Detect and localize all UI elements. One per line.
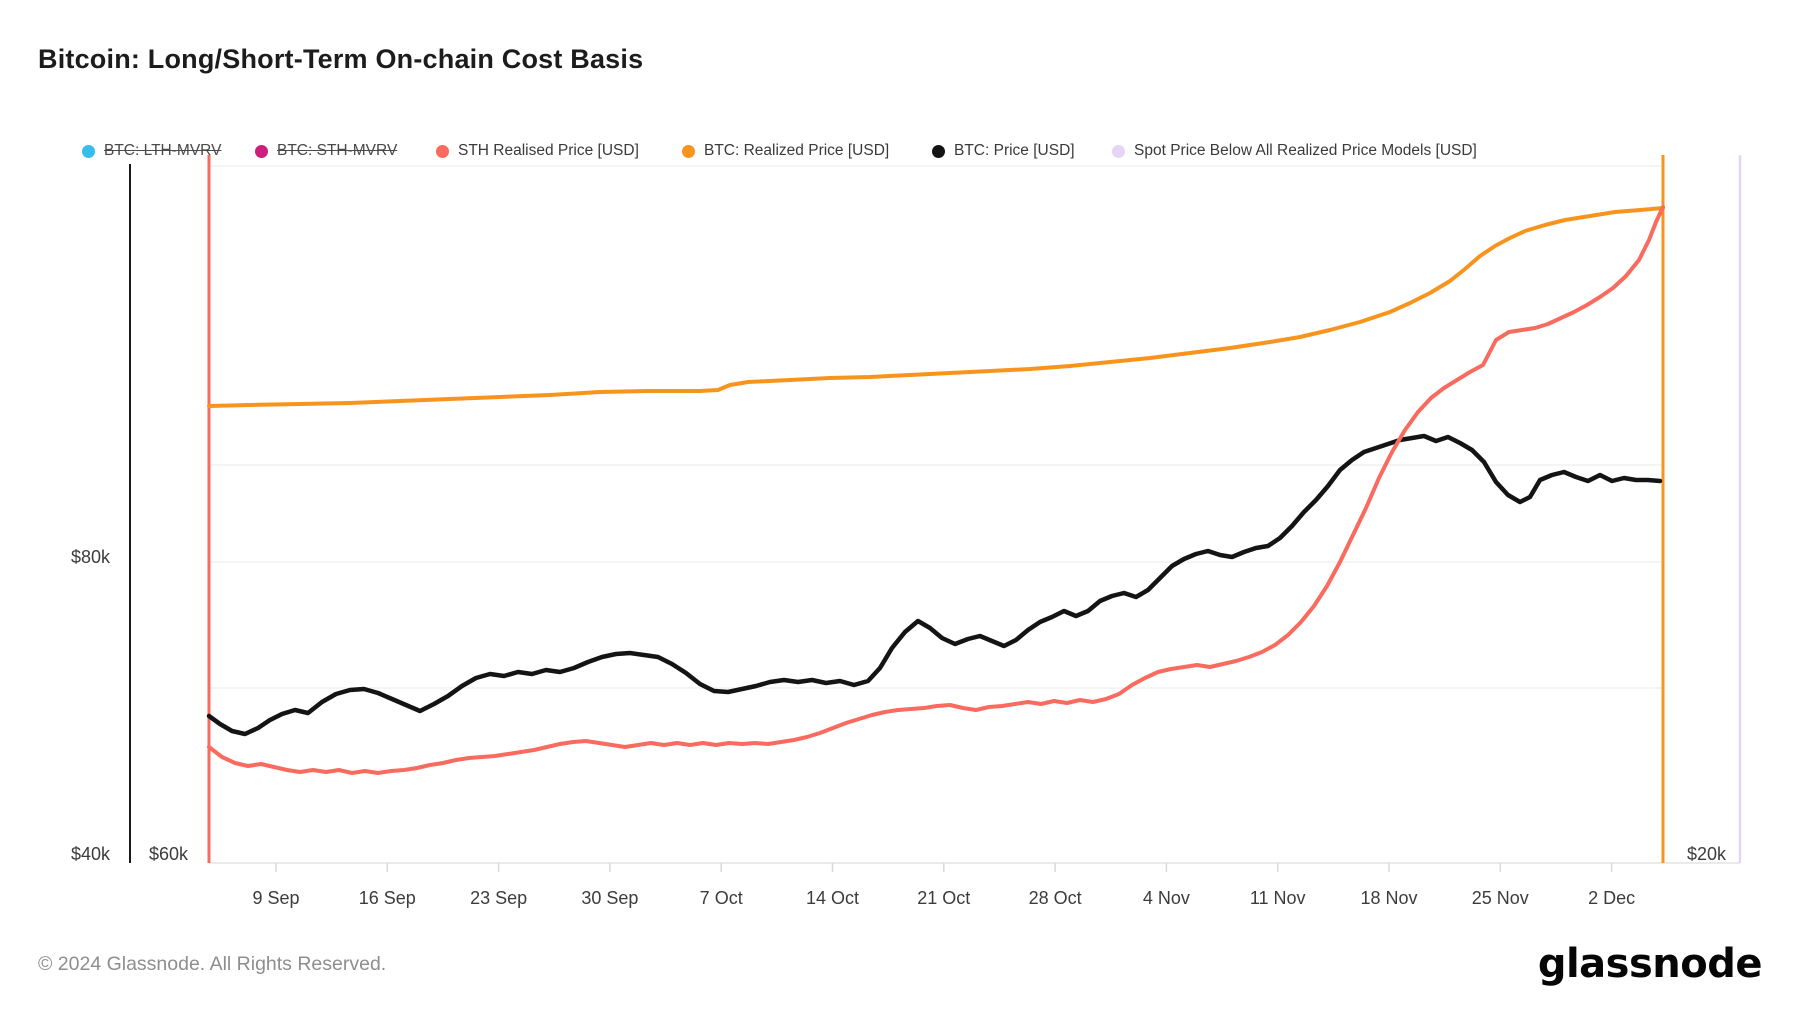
y-axis-label: $60k (148, 844, 188, 864)
x-axis-label: 25 Nov (1471, 888, 1529, 908)
legend-item-btc-sth-mvrv[interactable]: BTC: STH-MVRV (255, 140, 397, 162)
x-axis-label: 28 Oct (1028, 888, 1082, 908)
legend-item-btc-realized-price-usd[interactable]: BTC: Realized Price [USD] (682, 140, 889, 162)
legend-dot-icon (1112, 144, 1125, 158)
glassnode-logo: glassnode (1537, 941, 1763, 987)
series-line-btc-realized-price-usd (207, 206, 1665, 408)
y-axis-label: $80k (70, 547, 110, 567)
y-axis-label: $20k (1686, 844, 1726, 864)
x-axis-label: 4 Nov (1142, 888, 1190, 908)
legend-dot-icon (682, 144, 695, 158)
x-axis-label: 9 Sep (252, 888, 300, 908)
series-line-sth-realised-price-usd (207, 205, 1665, 775)
page-title: Bitcoin: Long/Short-Term On-chain Cost B… (38, 44, 644, 74)
legend-label: BTC: LTH-MVRV (104, 142, 222, 159)
legend-label: BTC: Realized Price [USD] (704, 142, 890, 159)
legend-label: Spot Price Below All Realized Price Mode… (1134, 142, 1477, 159)
legend-dot-icon (436, 144, 449, 158)
legend-item-btc-price-usd[interactable]: BTC: Price [USD] (932, 140, 1075, 162)
x-axis-label: 2 Dec (1588, 888, 1636, 908)
chart-legend: BTC: LTH-MVRV BTC: STH-MVRV STH Realised P… (0, 140, 1800, 162)
legend-label: STH Realised Price [USD] (458, 142, 639, 159)
legend-label: BTC: Price [USD] (954, 142, 1075, 159)
legend-dot-icon (82, 144, 95, 158)
x-axis-label: 14 Oct (805, 888, 860, 908)
copyright-text: © 2024 Glassnode. All Rights Reserved. (38, 953, 387, 975)
legend-dot-icon (932, 144, 945, 158)
x-axis-label: 30 Sep (581, 888, 639, 908)
legend-item-sth-realised-price-usd[interactable]: STH Realised Price [USD] (436, 140, 639, 162)
x-axis-label: 21 Oct (917, 888, 971, 908)
x-axis-label: 18 Nov (1360, 888, 1418, 908)
legend-dot-icon (255, 144, 268, 158)
legend-item-spot-price-below-all-realized-price-models-usd[interactable]: Spot Price Below All Realized Price Mode… (1112, 140, 1477, 162)
x-axis-label: 16 Sep (358, 888, 416, 908)
x-axis-label: 7 Oct (699, 888, 743, 908)
x-axis-label: 23 Sep (470, 888, 528, 908)
legend-item-btc-lth-mvrv[interactable]: BTC: LTH-MVRV (82, 140, 221, 162)
x-axis-label: 11 Nov (1249, 888, 1306, 908)
series-line-btc-price-usd (206, 433, 1663, 737)
y-axis-label: $40k (70, 844, 110, 864)
legend-label: BTC: STH-MVRV (277, 142, 398, 159)
